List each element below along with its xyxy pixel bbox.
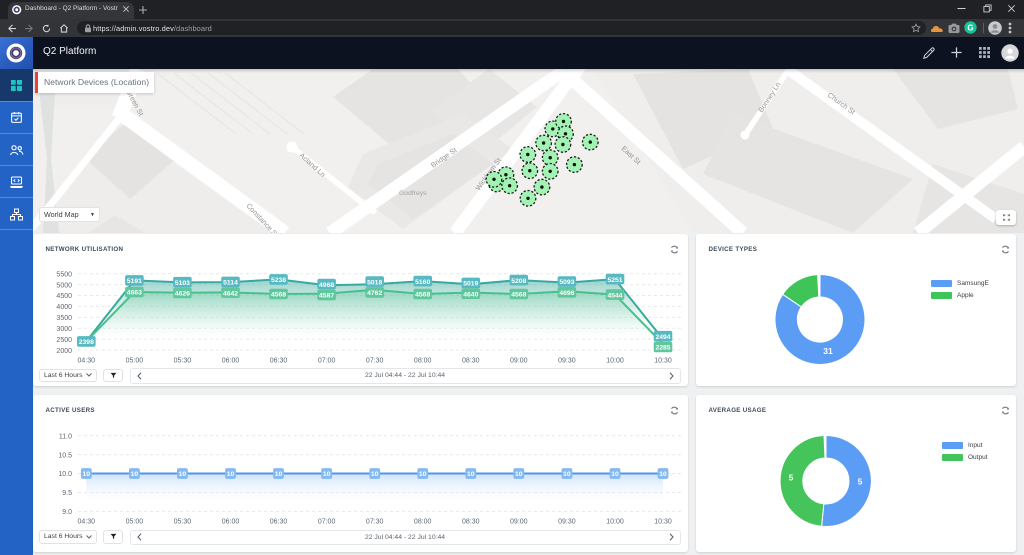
svg-text:5: 5: [789, 472, 794, 482]
svg-text:11.0: 11.0: [59, 433, 72, 440]
svg-text:4762: 4762: [367, 290, 382, 297]
svg-text:06:30: 06:30: [270, 518, 288, 525]
svg-text:2285: 2285: [655, 345, 670, 352]
svg-text:2500: 2500: [56, 337, 72, 344]
svg-text:10: 10: [323, 471, 331, 478]
svg-text:09:00: 09:00: [510, 518, 528, 525]
svg-text:10:30: 10:30: [654, 358, 672, 365]
svg-text:5114: 5114: [223, 280, 238, 287]
svg-text:10: 10: [467, 471, 475, 478]
svg-text:4587: 4587: [319, 293, 334, 300]
svg-text:06:00: 06:00: [222, 518, 240, 525]
svg-text:10: 10: [131, 471, 139, 478]
svg-text:2000: 2000: [56, 348, 72, 355]
svg-text:4500: 4500: [56, 293, 72, 300]
svg-text:10: 10: [611, 471, 619, 478]
svg-text:4640: 4640: [463, 291, 478, 298]
svg-text:5500: 5500: [56, 271, 72, 278]
svg-text:09:30: 09:30: [558, 358, 576, 365]
svg-text:05:00: 05:00: [126, 518, 144, 525]
svg-text:5: 5: [858, 476, 863, 486]
svg-text:4568: 4568: [415, 292, 430, 299]
svg-text:9.0: 9.0: [62, 509, 72, 516]
svg-text:5191: 5191: [127, 278, 142, 285]
svg-text:10.5: 10.5: [58, 452, 72, 459]
svg-text:07:00: 07:00: [318, 518, 336, 525]
svg-text:5019: 5019: [463, 281, 478, 288]
svg-text:Godfreys: Godfreys: [399, 190, 427, 197]
svg-text:2494: 2494: [655, 334, 670, 341]
svg-text:07:30: 07:30: [366, 358, 384, 365]
svg-text:3500: 3500: [56, 315, 72, 322]
svg-text:06:30: 06:30: [270, 358, 288, 365]
svg-text:08:00: 08:00: [414, 358, 432, 365]
svg-text:10: 10: [563, 471, 571, 478]
svg-text:10: 10: [371, 471, 379, 478]
svg-text:4568: 4568: [511, 292, 526, 299]
svg-text:4642: 4642: [223, 290, 238, 297]
svg-text:4626: 4626: [175, 291, 190, 298]
svg-text:5103: 5103: [175, 280, 190, 287]
svg-text:10: 10: [179, 471, 187, 478]
svg-text:4968: 4968: [319, 282, 334, 289]
svg-text:10: 10: [83, 471, 91, 478]
svg-text:5160: 5160: [415, 279, 430, 286]
svg-text:10:00: 10:00: [606, 358, 624, 365]
svg-text:G: G: [967, 23, 973, 32]
svg-text:10.0: 10.0: [58, 471, 72, 478]
svg-text:05:00: 05:00: [126, 358, 144, 365]
svg-text:08:30: 08:30: [462, 358, 480, 365]
svg-text:5000: 5000: [56, 282, 72, 289]
svg-text:5208: 5208: [511, 278, 526, 285]
svg-text:10: 10: [275, 471, 283, 478]
svg-text:04:30: 04:30: [78, 518, 96, 525]
svg-text:4544: 4544: [607, 292, 622, 299]
svg-text:10: 10: [515, 471, 523, 478]
svg-text:4696: 4696: [559, 290, 574, 297]
svg-text:5238: 5238: [271, 277, 286, 284]
svg-text:4568: 4568: [271, 292, 286, 299]
svg-text:4663: 4663: [127, 290, 142, 297]
svg-text:10: 10: [419, 471, 427, 478]
svg-text:09:00: 09:00: [510, 358, 528, 365]
svg-text:09:30: 09:30: [558, 518, 576, 525]
svg-text:10: 10: [227, 471, 235, 478]
svg-text:10:30: 10:30: [654, 518, 672, 525]
svg-text:4000: 4000: [56, 304, 72, 311]
svg-text:05:30: 05:30: [174, 518, 192, 525]
svg-text:04:30: 04:30: [78, 358, 96, 365]
svg-text:05:30: 05:30: [174, 358, 192, 365]
svg-text:08:00: 08:00: [414, 518, 432, 525]
svg-text:5251: 5251: [607, 277, 622, 284]
svg-text:5093: 5093: [559, 279, 574, 286]
svg-text:5018: 5018: [367, 279, 382, 286]
svg-text:31: 31: [823, 346, 833, 356]
svg-text:06:00: 06:00: [222, 358, 240, 365]
svg-text:10:00: 10:00: [606, 518, 624, 525]
svg-text:07:30: 07:30: [366, 518, 384, 525]
svg-text:10: 10: [659, 471, 667, 478]
svg-text:9.5: 9.5: [62, 490, 72, 497]
svg-text:08:30: 08:30: [462, 518, 480, 525]
svg-text:2398: 2398: [79, 339, 94, 346]
svg-text:3000: 3000: [56, 326, 72, 333]
svg-text:07:00: 07:00: [318, 358, 336, 365]
